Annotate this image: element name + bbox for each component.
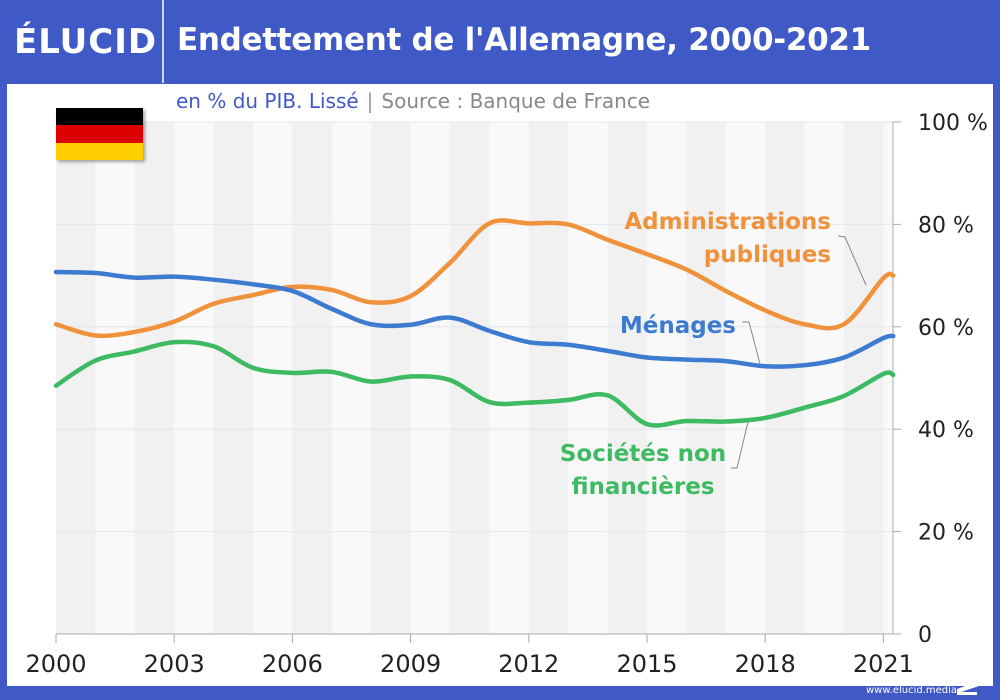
unit-note: en % du PIB. Lissé	[176, 89, 359, 113]
x-tick-label: 2003	[144, 650, 205, 678]
elucid-mark-icon	[957, 681, 979, 695]
year-band	[450, 122, 490, 634]
series-administrations-publiques-label: Administrations	[624, 209, 831, 235]
year-band	[174, 122, 214, 634]
series-societes-non-financieres-leader-line	[731, 421, 749, 469]
year-bands	[56, 122, 893, 634]
series-lines	[53, 218, 896, 428]
x-tick-label: 2012	[498, 650, 559, 678]
series-administrations-publiques-leader-line	[837, 235, 867, 286]
y-tick-label: 80 %	[918, 213, 974, 238]
series-administrations-publiques-line	[53, 218, 896, 339]
year-band	[213, 122, 253, 634]
series-menages-line	[53, 269, 896, 369]
year-band	[765, 122, 805, 634]
flag-stripe-gold	[56, 142, 143, 160]
elucid-logo: ÉLUCID	[14, 22, 158, 62]
header-divider	[162, 0, 164, 83]
series-menages-leader-line	[742, 321, 761, 365]
x-tick-label: 2015	[616, 650, 677, 678]
y-tick-label: 60 %	[918, 316, 974, 341]
series-societes-non-financieres-label: financières	[571, 474, 714, 500]
year-band	[95, 122, 135, 634]
year-band	[568, 122, 608, 634]
chart-title: Endettement de l'Allemagne, 2000-2021	[177, 22, 871, 58]
y-tick-label: 40 %	[918, 418, 974, 443]
year-band	[883, 122, 893, 634]
y-tick-label: 100 %	[918, 111, 988, 136]
year-band	[292, 122, 332, 634]
source-note: Source : Banque de France	[381, 89, 651, 113]
series-labels: Administrations publiques Ménages Sociétés …	[560, 209, 867, 500]
year-band	[56, 122, 96, 634]
year-band	[725, 122, 766, 634]
year-band	[253, 122, 293, 634]
year-band	[686, 122, 726, 634]
y-tick-label: 20 %	[918, 521, 974, 546]
series-menages-label: Ménages	[620, 313, 736, 339]
header-bar: ÉLUCID Endettement de l'Allemagne, 2000-…	[0, 0, 1000, 83]
axes: 0 20 % 40 % 60 % 80 % 100 % 2000 2003 2006 2009 20…	[25, 111, 987, 678]
x-tick-label: 2009	[380, 650, 441, 678]
flag-stripe-black	[56, 108, 143, 126]
year-band	[489, 122, 529, 634]
flag-stripe-red	[56, 125, 143, 143]
x-tick-label: 2006	[262, 650, 323, 678]
x-tick-label: 2018	[735, 650, 796, 678]
series-societes-non-financieres-line	[53, 339, 896, 428]
y-tick-label: 0	[918, 623, 932, 648]
series-societes-non-financieres-label: Sociétés non	[560, 441, 726, 467]
year-band	[528, 122, 569, 634]
year-band	[804, 122, 844, 634]
chart-subtitle: en % du PIB. Lissé | Source : Banque de Fr…	[176, 89, 650, 113]
year-band	[134, 122, 175, 634]
year-band	[607, 122, 647, 634]
x-tick-label: 2021	[853, 650, 914, 678]
footer-url[interactable]: www.elucid.media	[866, 685, 958, 696]
series-administrations-publiques-label: publiques	[704, 242, 831, 268]
year-band	[647, 122, 687, 634]
x-tick-label: 2000	[25, 650, 86, 678]
germany-flag-icon	[56, 108, 143, 160]
subtitle-separator: |	[366, 89, 374, 113]
